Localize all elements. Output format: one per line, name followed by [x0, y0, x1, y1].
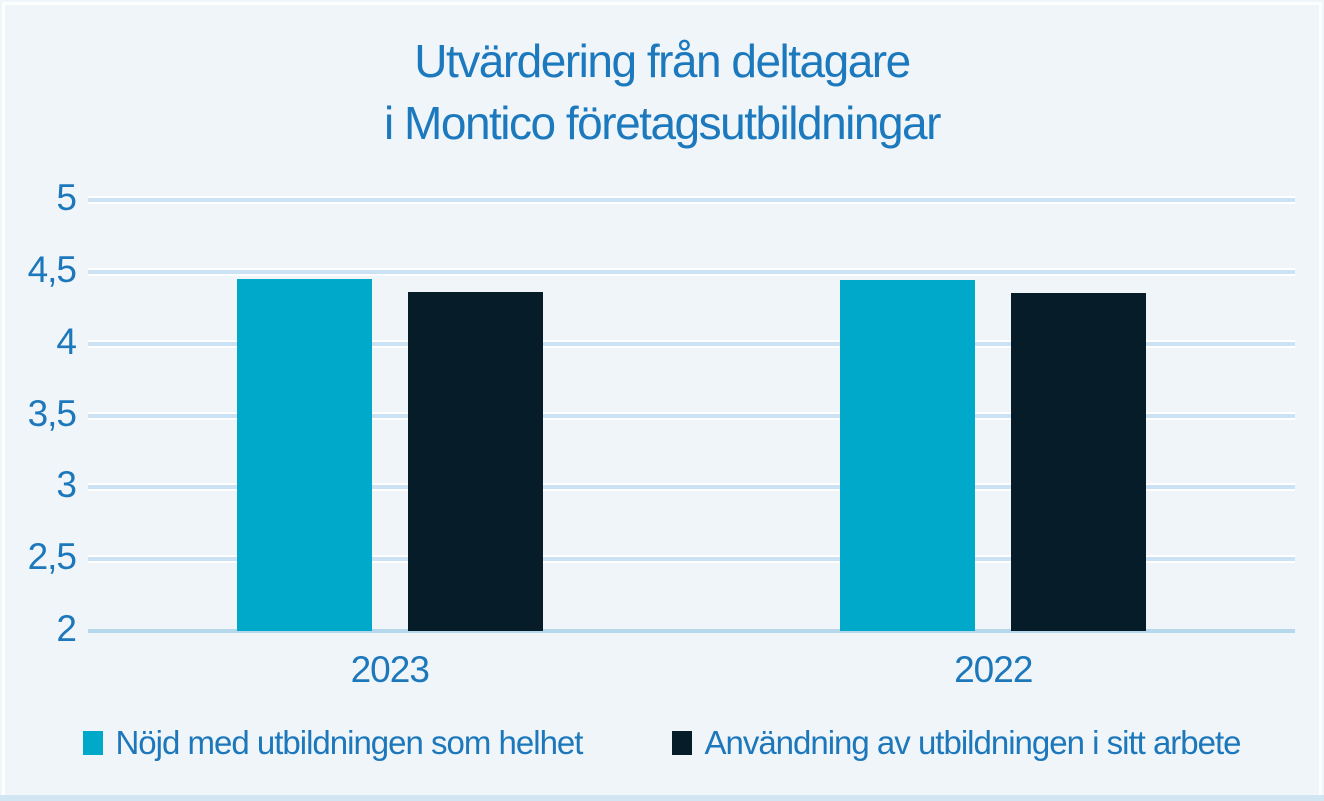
gridline [88, 267, 1295, 276]
y-tick-label: 2 [56, 608, 77, 649]
bar [1011, 293, 1147, 631]
legend-swatch-icon [672, 731, 693, 755]
y-tick-label: 4,5 [27, 248, 77, 290]
bar [840, 280, 976, 631]
x-axis-baseline [88, 629, 1295, 633]
bar-group-2023 [88, 200, 692, 631]
chart-title-line2: i Montico företagsutbildningar [384, 97, 941, 150]
gridline [88, 411, 1295, 420]
bar-group-2022 [692, 200, 1296, 631]
legend-label: Användning av utbildningen i sitt arbete [704, 724, 1241, 761]
chart-title-line1: Utvärdering från deltagare [414, 35, 911, 87]
legend: Nöjd med utbildningen som helhet Användni… [0, 724, 1324, 762]
gridline [88, 339, 1295, 348]
x-tick-label: 2023 [350, 649, 430, 690]
y-tick-label: 5 [56, 177, 77, 218]
gridline [88, 555, 1295, 564]
bar [407, 291, 543, 631]
y-tick-label: 2,5 [27, 536, 77, 578]
legend-item: Användning av utbildningen i sitt arbete [672, 724, 1242, 762]
bottom-border-strip [0, 795, 1324, 801]
chart-title: Utvärdering från deltagare i Montico för… [0, 30, 1324, 154]
x-tick-label: 2022 [954, 649, 1033, 690]
y-tick-label: 3 [56, 464, 77, 506]
y-tick-label: 3,5 [27, 392, 77, 434]
y-tick-label: 4 [56, 320, 77, 362]
legend-swatch-icon [83, 731, 104, 755]
plot-area [88, 196, 1296, 633]
gridline [88, 483, 1295, 492]
bar [236, 279, 372, 631]
legend-label: Nöjd med utbildningen som helhet [115, 724, 583, 761]
legend-item: Nöjd med utbildningen som helhet [83, 724, 583, 762]
gridline [88, 196, 1295, 204]
